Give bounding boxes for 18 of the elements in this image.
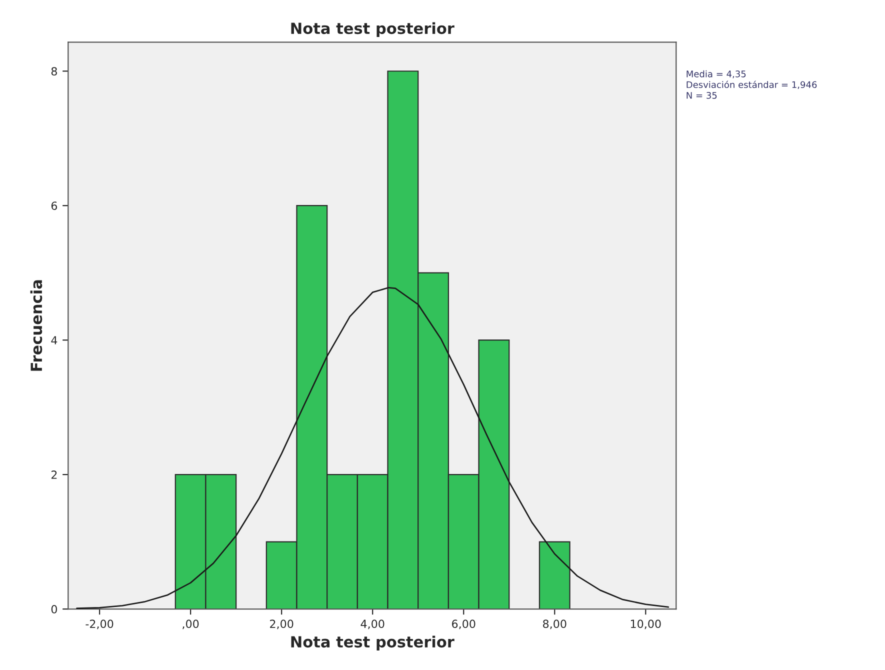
x-tick-label: 4,00 bbox=[360, 620, 384, 630]
x-axis-title: Nota test posterior bbox=[291, 636, 454, 651]
y-tick-label: 8 bbox=[51, 67, 57, 76]
y-tick-label: 4 bbox=[51, 336, 58, 344]
x-tick-label: 2,00 bbox=[270, 620, 294, 630]
y-axis-title: Frecuencia bbox=[30, 280, 42, 371]
text: N = 35 bbox=[686, 92, 717, 99]
x-tick-label: 8,00 bbox=[543, 620, 566, 630]
y-tick-label: 2 bbox=[51, 470, 57, 479]
y-tick-label: 6 bbox=[51, 202, 58, 210]
x-tick-label: 10,00 bbox=[630, 620, 661, 630]
x-tick-label: -2,00 bbox=[86, 620, 114, 630]
text: Desviación estándar = 1,946 bbox=[686, 80, 817, 89]
chart-title: Nota test posterior bbox=[291, 22, 454, 38]
x-tick-label: 6,00 bbox=[452, 620, 476, 630]
y-tick-label: 0 bbox=[51, 605, 57, 614]
text: Media = 4,35 bbox=[686, 70, 746, 78]
x-tick-label: ,00 bbox=[182, 620, 199, 630]
